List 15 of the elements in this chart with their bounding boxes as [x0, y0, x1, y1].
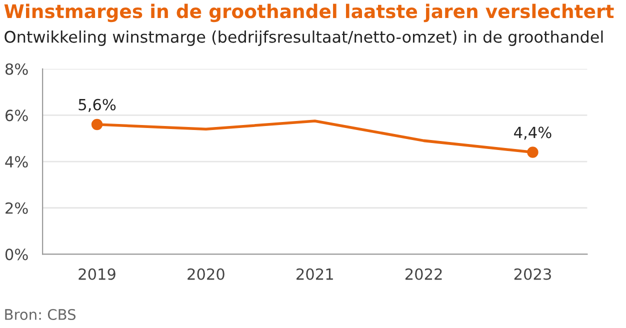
- y-tick-label: 0%: [5, 248, 28, 260]
- x-tick-label: 2021: [296, 268, 333, 280]
- data-label: 4,4%: [514, 126, 552, 140]
- text: Bron: CBS: [5, 308, 76, 320]
- y-tick-label: 2%: [6, 202, 28, 214]
- y-tick-label: 4%: [5, 156, 28, 168]
- data-label: 5,6%: [78, 98, 116, 112]
- x-tick-label: 2022: [405, 268, 442, 280]
- x-tick-label: 2023: [514, 268, 551, 280]
- y-tick-label: 8%: [5, 63, 28, 75]
- y-tick-label: 6%: [6, 110, 28, 122]
- chart-title: Winstmarges in de groothandel laatste jaren verslechtert: [4, 4, 614, 22]
- x-tick-label: 2019: [78, 268, 116, 280]
- chart-subtitle: Ontwikkeling winstmarge (bedrijfsresultaat/netto-omzet) in de groothandel: [4, 30, 603, 46]
- x-tick-label: 2020: [188, 268, 224, 280]
